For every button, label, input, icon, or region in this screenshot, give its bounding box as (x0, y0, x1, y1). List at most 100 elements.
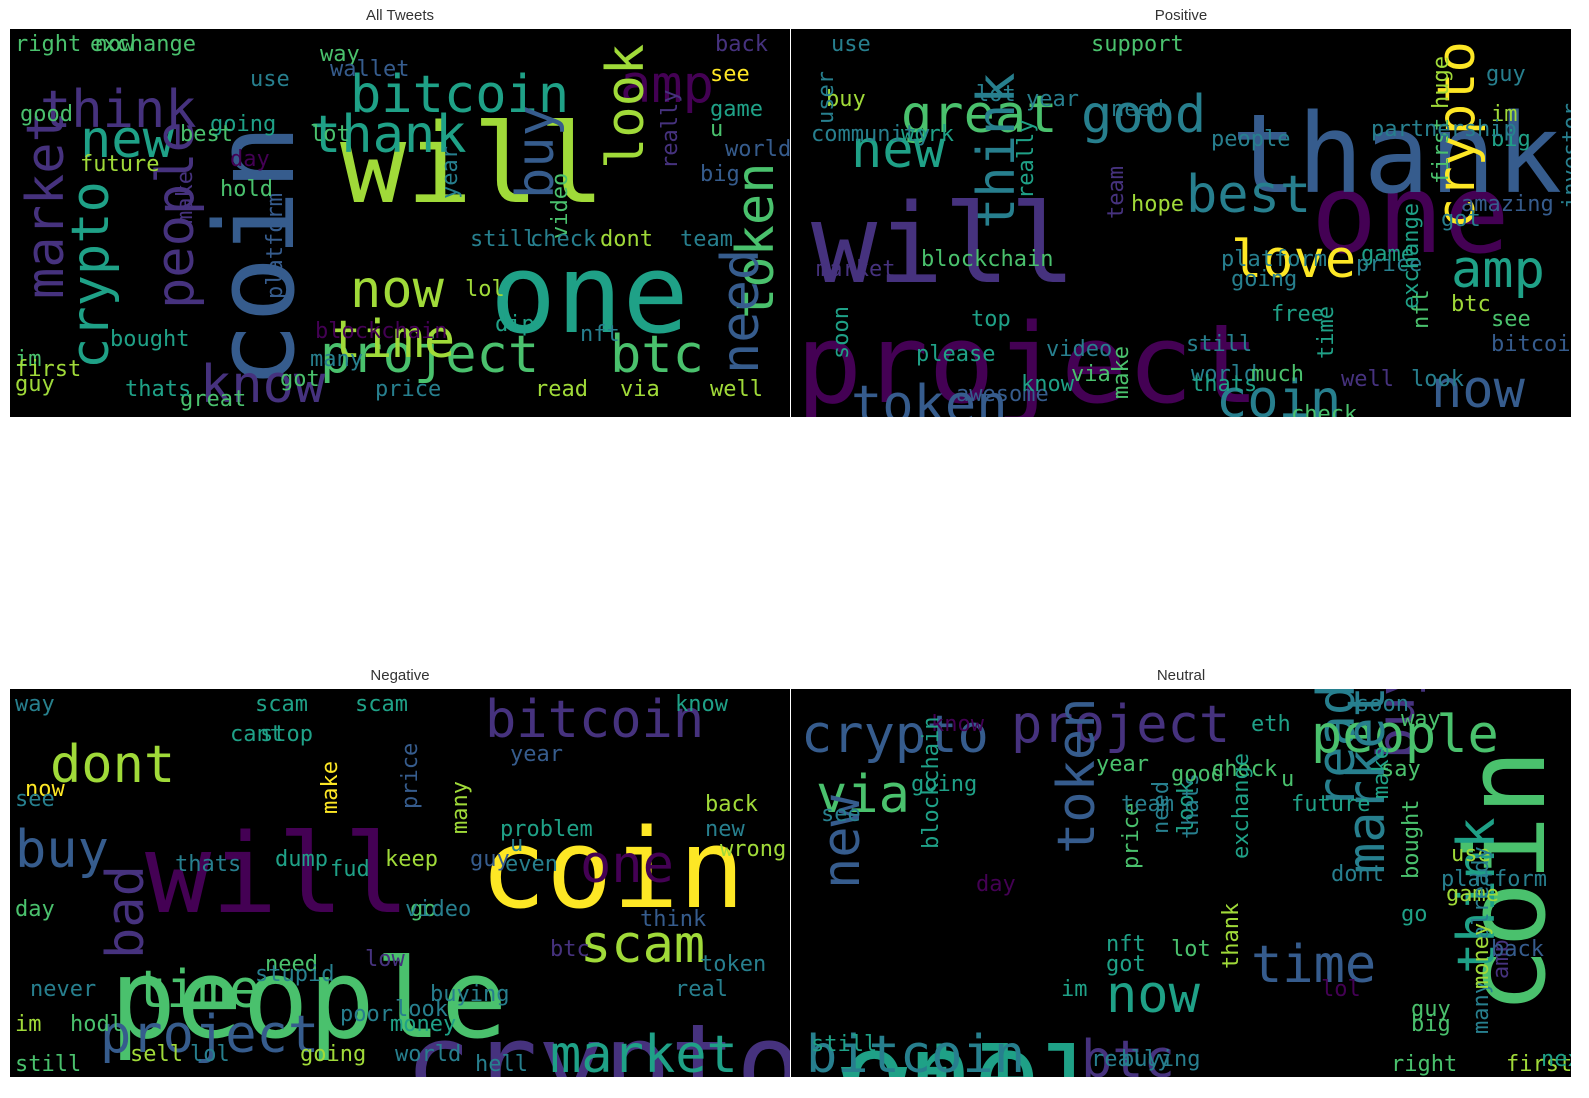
cloud-word: going (210, 112, 277, 137)
cloud-word: lot (1171, 937, 1211, 962)
cloud-word: im (1491, 102, 1518, 127)
cloud-word: guy (1486, 62, 1526, 87)
cloud-word: now (350, 260, 444, 320)
cloud-word: people (1311, 705, 1499, 765)
cloud-word: go (1401, 902, 1428, 927)
cloud-word: market (550, 1025, 738, 1077)
cloud-word: think (640, 907, 707, 932)
cloud-word: will (841, 1034, 1106, 1077)
cloud-word: guy (1411, 997, 1451, 1022)
cloud-word: token (700, 952, 767, 977)
cloud-word: project (796, 300, 1260, 417)
cloud-word: btc (610, 325, 704, 385)
cloud-word: new (851, 120, 945, 180)
cloud-word: bad (96, 865, 156, 959)
cloud-word: im (15, 1012, 42, 1037)
cloud-word: world (1191, 362, 1258, 387)
cloud-word: day (976, 872, 1016, 897)
cloud-word: look (1411, 367, 1464, 392)
cloud-word: got (1441, 207, 1481, 232)
cloud-word: stupid (255, 962, 335, 987)
cloud-word: money (1469, 922, 1494, 989)
cloud-word: best (1186, 165, 1312, 225)
cloud-word: btc (1451, 292, 1491, 317)
cloud-word: see (821, 802, 861, 827)
cloud-word: blockchain (315, 319, 448, 344)
cloud-word: will (145, 810, 410, 938)
cloud-word: lot (310, 122, 350, 147)
cloud-word: look (596, 43, 656, 169)
cloud-word: much (1251, 362, 1304, 387)
cloud-word: u (710, 117, 724, 142)
cloud-word: one (490, 230, 689, 358)
word-cloud: will coin one project crypto bitcoin thank thin… (10, 29, 790, 417)
cloud-word: buy (826, 87, 866, 112)
cloud-word: nft (580, 322, 620, 347)
cloud-word: problem (500, 817, 593, 842)
cloud-word: dont (1331, 862, 1384, 887)
cloud-word: really (658, 89, 683, 169)
cloud-word: now (1431, 360, 1525, 417)
cloud-word: year (1026, 87, 1079, 112)
cloud-word: good (1081, 85, 1207, 145)
cloud-word: video (1046, 337, 1113, 362)
cloud-word: time (1251, 935, 1377, 995)
cloud-word: lol (1321, 977, 1361, 1002)
cloud-word: game (1361, 242, 1414, 267)
cloud-word: love (1231, 230, 1357, 290)
cloud-word: lot (976, 82, 1016, 107)
word-cloud: willcoinoneprojectcryptobitcoinnowviabuy… (791, 689, 1571, 1077)
cloud-word: bitcoin (1491, 332, 1571, 357)
cloud-word: going (911, 772, 978, 797)
cloud-word: still (15, 1052, 82, 1077)
cloud-word: support (1091, 32, 1184, 57)
cloud-word: price (1356, 252, 1423, 277)
cloud-word: thank (1219, 902, 1244, 969)
cloud-word: project (1011, 695, 1231, 755)
cloud-word: scam (255, 692, 308, 717)
cloud-word: world (725, 137, 790, 162)
cloud-word: project (320, 325, 540, 385)
cloud-word: team (680, 227, 733, 252)
cloud-word: now (25, 777, 65, 802)
cloud-word: way (1401, 707, 1441, 732)
cloud-word: exchange (90, 32, 196, 57)
cloud-word: hell (475, 1052, 528, 1077)
cloud-word: going (300, 1042, 367, 1067)
cloud-word: lol (465, 277, 505, 302)
cloud-word: really (1091, 1047, 1171, 1072)
cloud-word: see (1491, 307, 1531, 332)
cloud-word: platform (1221, 247, 1327, 272)
cloud-word: day (15, 897, 55, 922)
cloud-word: first (1506, 1052, 1571, 1077)
cloud-word: back (715, 32, 768, 57)
cloud-word: year (1096, 752, 1149, 777)
cloud-word: nft (1106, 932, 1146, 957)
cloud-word: via (1071, 362, 1111, 387)
cloud-word: next (1541, 1047, 1571, 1072)
cloud-word: good (20, 102, 73, 127)
cloud-word: guy (470, 847, 510, 872)
cloud-word: awesome (956, 382, 1049, 407)
cloud-word: bitcoin (485, 690, 705, 750)
cloud-word: check (530, 227, 597, 252)
cloud-word: buying (1121, 1047, 1201, 1072)
cloud-word: soon (1356, 692, 1409, 717)
cloud-word: amp (1451, 240, 1545, 300)
cloud-word: best (180, 122, 233, 147)
cloud-word: amazing (1461, 192, 1554, 217)
cloud-word: read (535, 377, 588, 402)
cloud-word: know (1021, 372, 1074, 397)
cloud-word: big (1491, 127, 1531, 152)
panel-title: All Tweets (365, 7, 435, 24)
word-cloud: will people coin crypto project scam dont buy ba… (10, 689, 790, 1077)
cloud-word: btc (550, 937, 590, 962)
cloud-word: partnership (1371, 117, 1517, 142)
cloud-word: buying (430, 982, 510, 1007)
cloud-word: community (811, 122, 931, 147)
cloud-word: still (1186, 332, 1253, 357)
cloud-word: real (675, 977, 728, 1002)
cloud-word: dont (600, 227, 653, 252)
cloud-word: sell (130, 1042, 183, 1067)
cloud-word: right (1391, 1052, 1458, 1077)
